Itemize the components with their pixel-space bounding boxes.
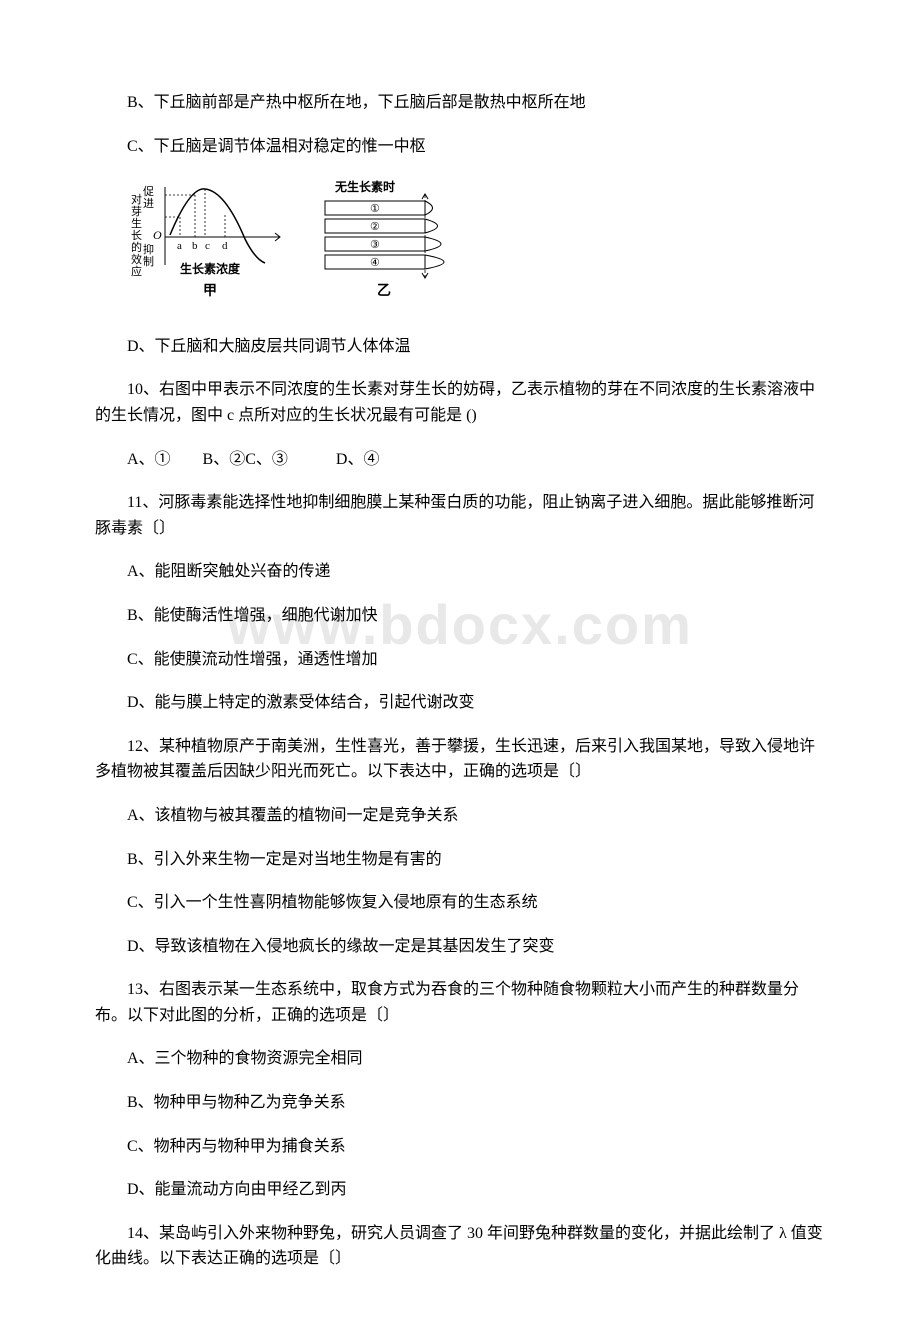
xtick-b: b [192, 240, 198, 252]
figure-dual-chart: 促 进 对 芽 生 长 的 效 应 抑 制 O [125, 177, 825, 316]
q12-text: 12、某种植物原产于南美洲，生性喜光，善于攀援，生长迅速，后来引入我国某地，导致… [95, 734, 825, 785]
svg-text:对: 对 [131, 192, 142, 206]
q12-option-b: B、引入外来生物一定是对当地生物是有害的 [95, 847, 825, 873]
right-caption: 乙 [377, 283, 391, 299]
bud-label-3: ③ [370, 239, 380, 251]
svg-text:进: 进 [143, 197, 154, 210]
q12-option-a: A、该植物与被其覆盖的植物间一定是竞争关系 [95, 803, 825, 829]
bud-label-2: ② [370, 221, 380, 233]
q11-option-c: C、能使膜流动性增强，通透性增加 [95, 647, 825, 673]
y-top-label: 促 [143, 184, 154, 198]
q9-option-b: B、下丘脑前部是产热中枢所在地，下丘脑后部是散热中枢所在地 [95, 90, 825, 116]
xtick-d: d [222, 240, 228, 252]
svg-text:制: 制 [143, 255, 154, 268]
xtick-c: c [205, 240, 210, 252]
svg-text:效: 效 [131, 252, 142, 266]
q11-option-a: A、能阻断突触处兴奋的传递 [95, 559, 825, 585]
chart-svg: 促 进 对 芽 生 长 的 效 应 抑 制 O [125, 177, 465, 307]
q11-option-d: D、能与膜上特定的激素受体结合，引起代谢改变 [95, 690, 825, 716]
q13-option-a: A、三个物种的食物资源完全相同 [95, 1046, 825, 1072]
bud-label-1: ① [370, 203, 380, 215]
svg-text:抑: 抑 [143, 242, 154, 256]
q13-option-c: C、物种丙与物种甲为捕食关系 [95, 1134, 825, 1160]
q10-options: A、① B、②C、③ D、④ [95, 447, 825, 473]
svg-text:芽: 芽 [131, 204, 142, 218]
svg-text:长: 长 [131, 229, 142, 242]
bud-label-4: ④ [370, 257, 380, 269]
svg-text:的: 的 [131, 240, 142, 254]
q13-text: 13、右图表示某一生态系统中，取食方式为吞食的三个物种随食物颗粒大小而产生的种群… [95, 977, 825, 1028]
q13-option-b: B、物种甲与物种乙为竞争关系 [95, 1090, 825, 1116]
q12-option-c: C、引入一个生性喜阴植物能够恢复入侵地原有的生态系统 [95, 890, 825, 916]
origin-label: O [153, 228, 162, 242]
q13-option-d: D、能量流动方向由甲经乙到丙 [95, 1177, 825, 1203]
x-axis-label: 生长素浓度 [180, 261, 241, 276]
q11-text: 11、河豚毒素能选择性地抑制细胞膜上某种蛋白质的功能，阻止钠离子进入细胞。据此能… [95, 490, 825, 541]
q11-option-b: B、能使酶活性增强，细胞代谢加快 [95, 603, 825, 629]
q12-option-d: D、导致该植物在入侵地疯长的缘故一定是其基因发生了突变 [95, 934, 825, 960]
q14-text: 14、某岛屿引入外来物种野兔，研究人员调查了 30 年间野兔种群数量的变化，并据… [95, 1221, 825, 1272]
right-title: 无生长素时 [334, 179, 395, 194]
q10-text: 10、右图中甲表示不同浓度的生长素对芽生长的妨碍，乙表示植物的芽在不同浓度的生长… [95, 377, 825, 428]
document-content: B、下丘脑前部是产热中枢所在地，下丘脑后部是散热中枢所在地 C、下丘脑是调节体温… [95, 90, 825, 1272]
q9-option-c: C、下丘脑是调节体温相对稳定的惟一中枢 [95, 134, 825, 160]
right-chart: 无生长素时 ① ② ③ [325, 179, 444, 299]
q9-option-d: D、下丘脑和大脑皮层共同调节人体体温 [95, 334, 825, 360]
svg-text:应: 应 [131, 264, 142, 278]
xtick-a: a [177, 240, 182, 252]
left-chart: 促 进 对 芽 生 长 的 效 应 抑 制 O [131, 184, 280, 299]
left-caption: 甲 [203, 283, 217, 299]
svg-text:生: 生 [131, 216, 142, 230]
